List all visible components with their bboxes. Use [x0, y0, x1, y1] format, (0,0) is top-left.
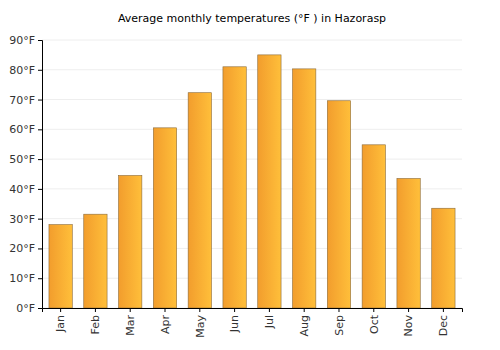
y-tick-mark	[38, 40, 42, 41]
x-tick-mark	[130, 308, 131, 312]
y-tick: 10°F	[9, 272, 42, 285]
x-tick: Nov	[402, 308, 415, 336]
grid-line	[42, 129, 462, 130]
x-tick: Oct	[368, 308, 381, 334]
x-tick: Aug	[298, 308, 311, 336]
grid	[42, 40, 462, 308]
y-tick-label: 70°F	[9, 94, 35, 107]
y-tick-label: 50°F	[9, 153, 35, 166]
plot: 0°F 10°F 20°F 30°F 40°F 50°F 60°F 70°F 80°F 90°F J…	[9, 34, 462, 338]
x-tick-label: Jul	[263, 315, 276, 329]
y-tick-label: 10°F	[9, 272, 35, 285]
y-tick-label: 20°F	[9, 242, 35, 255]
x-tick: Jun	[228, 308, 241, 333]
y-tick: 40°F	[9, 183, 42, 196]
x-tick: May	[194, 308, 207, 338]
x-tick-mark	[234, 308, 235, 312]
x-tick-mark	[60, 308, 61, 312]
bar	[362, 145, 385, 308]
x-tick-mark	[443, 308, 444, 312]
bar	[293, 69, 316, 308]
bar	[397, 178, 420, 308]
x-tick-mark	[304, 308, 305, 312]
x-tick-label: Sep	[333, 315, 346, 336]
x-tick: Apr	[159, 308, 172, 334]
y-tick-label: 30°F	[9, 213, 35, 226]
y-tick-mark	[38, 129, 42, 130]
y-tick-label: 0°F	[16, 302, 35, 315]
bar	[84, 214, 107, 308]
y-tick: 70°F	[9, 94, 42, 107]
x-tick-label: Jan	[54, 315, 67, 333]
x-tick-mark	[338, 308, 339, 312]
grid-line	[42, 69, 462, 70]
y-tick: 0°F	[16, 302, 42, 315]
y-tick-mark	[38, 278, 42, 279]
y-tick-mark	[38, 70, 42, 71]
y-axis-line	[38, 41, 43, 309]
x-tick-mark	[408, 308, 409, 312]
x-tick: Jan	[54, 308, 67, 333]
y-tick-label: 40°F	[9, 183, 35, 196]
y-tick-mark	[38, 100, 42, 101]
bars	[49, 55, 455, 308]
x-tick: Jul	[263, 308, 276, 329]
y-tick: 30°F	[9, 213, 42, 226]
x-tick-mark	[373, 308, 374, 312]
y-tick-mark	[38, 219, 42, 220]
x-tick-label: Mar	[124, 315, 137, 336]
x-tick-label: Dec	[437, 315, 450, 336]
bar	[258, 55, 281, 308]
y-tick-mark	[38, 189, 42, 190]
x-tick-label: Aug	[298, 315, 311, 336]
x-tick-label: Nov	[402, 315, 415, 337]
x-axis: Jan Feb Mar Apr May Jun Jul Aug Sep Oct Nov Dec	[43, 308, 463, 338]
bar	[327, 101, 350, 308]
x-tick-label: Jun	[228, 315, 241, 333]
x-tick-label: May	[194, 315, 207, 338]
x-tick: Feb	[89, 308, 102, 334]
y-tick-mark	[38, 159, 42, 160]
x-tick-label: Apr	[159, 315, 172, 335]
bar	[188, 93, 211, 308]
bar	[223, 67, 246, 308]
y-tick-label: 80°F	[9, 64, 35, 77]
x-tick: Dec	[437, 308, 450, 336]
x-tick-mark	[95, 308, 96, 312]
chart: 0°F 10°F 20°F 30°F 40°F 50°F 60°F 70°F 80°F 90°F J…	[0, 0, 500, 350]
title: Average monthly temperatures (°F ) in Ha…	[118, 12, 386, 25]
x-tick-mark	[269, 308, 270, 312]
y-axis: 0°F 10°F 20°F 30°F 40°F 50°F 60°F 70°F 80°F 90°F	[9, 34, 42, 315]
x-tick-label: Feb	[89, 315, 102, 334]
x-axis-line	[43, 309, 463, 313]
x-tick-mark	[165, 308, 166, 312]
y-tick: 50°F	[9, 153, 42, 166]
y-tick-mark	[38, 248, 42, 249]
y-tick: 20°F	[9, 242, 42, 255]
x-tick-label: Oct	[368, 314, 381, 334]
y-tick: 90°F	[9, 34, 42, 47]
bar	[49, 225, 72, 308]
y-tick-mark	[38, 308, 42, 309]
grid-line	[42, 159, 462, 160]
x-tick: Sep	[333, 308, 346, 336]
bar	[432, 208, 455, 308]
x-tick-mark	[199, 308, 200, 312]
x-tick: Mar	[124, 308, 137, 336]
y-tick-label: 60°F	[9, 123, 35, 136]
y-tick-label: 90°F	[9, 34, 35, 47]
grid-line	[42, 99, 462, 100]
y-tick: 80°F	[9, 64, 42, 77]
bar	[153, 128, 176, 308]
grid-line	[42, 40, 462, 41]
y-tick: 60°F	[9, 123, 42, 136]
bar	[119, 175, 142, 308]
